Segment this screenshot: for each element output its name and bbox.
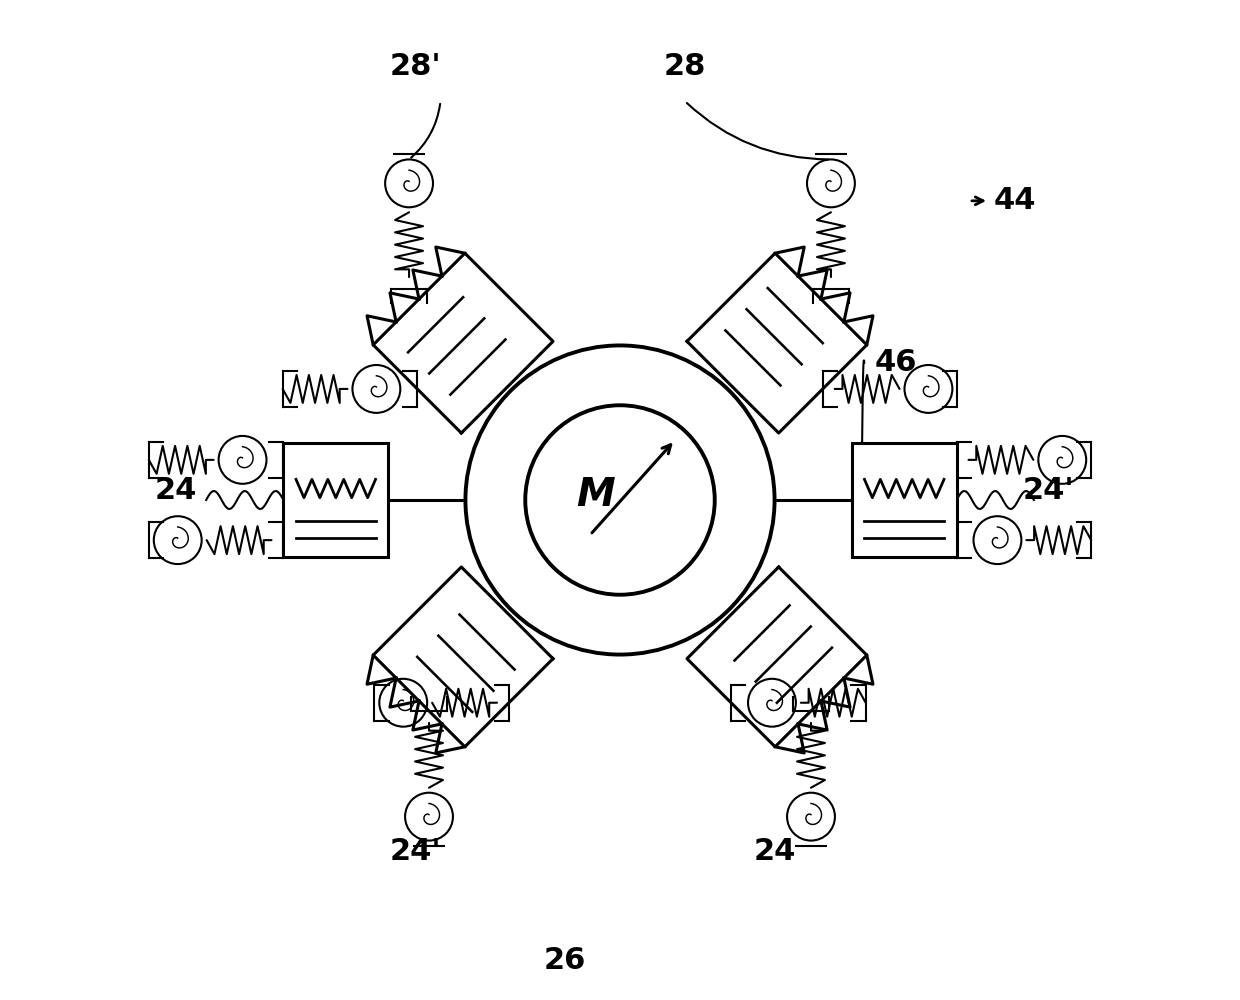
Text: 44: 44 xyxy=(994,186,1037,215)
Bar xyxy=(852,443,956,557)
Text: 28': 28' xyxy=(389,52,441,81)
Text: M: M xyxy=(575,476,614,514)
Text: 24: 24 xyxy=(155,476,197,505)
Text: 24': 24' xyxy=(1023,476,1075,505)
Text: 24': 24' xyxy=(389,837,441,866)
Text: 24: 24 xyxy=(754,837,796,866)
Text: 26: 26 xyxy=(544,946,587,975)
Text: 46: 46 xyxy=(874,348,916,377)
Bar xyxy=(284,443,388,557)
Text: 28: 28 xyxy=(663,52,706,81)
